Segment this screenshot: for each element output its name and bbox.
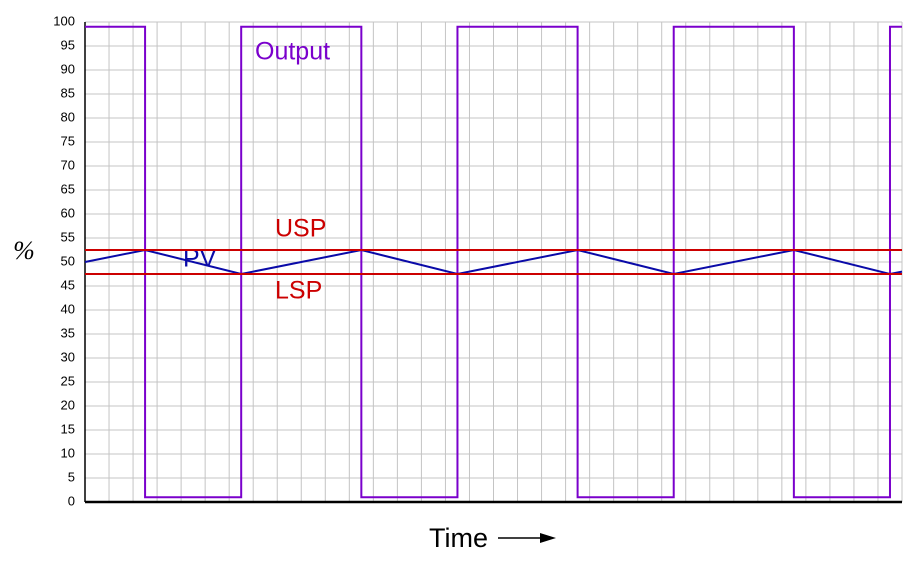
y-tick-label: 0 <box>68 493 75 508</box>
y-tick-label: 55 <box>61 229 75 244</box>
y-tick-label: 50 <box>61 253 75 268</box>
series-label: PV <box>183 245 217 273</box>
x-axis-label: Time <box>429 523 488 553</box>
y-tick-label: 85 <box>61 85 75 100</box>
y-tick-label: 75 <box>61 133 75 148</box>
series-line <box>85 25 902 499</box>
y-tick-label: 25 <box>61 373 75 388</box>
y-tick-label: 15 <box>61 421 75 436</box>
y-tick-label: 60 <box>61 205 75 220</box>
y-tick-label: 10 <box>61 445 75 460</box>
y-tick-label: 40 <box>61 301 75 316</box>
y-tick-label: 95 <box>61 37 75 52</box>
y-axis-label: % <box>13 236 35 265</box>
y-tick-label: 65 <box>61 181 75 196</box>
y-tick-label: 30 <box>61 349 75 364</box>
series-line <box>84 248 903 276</box>
time-arrow <box>498 533 556 543</box>
y-tick-label: 45 <box>61 277 75 292</box>
series-label: LSP <box>275 277 322 305</box>
y-tick-label: 80 <box>61 109 75 124</box>
y-tick-label: 35 <box>61 325 75 340</box>
y-tick-label: 70 <box>61 157 75 172</box>
y-tick-label: 5 <box>68 469 75 484</box>
series-label: USP <box>275 215 326 243</box>
series-label: Output <box>255 38 330 66</box>
y-tick-label: 100 <box>53 13 75 28</box>
y-tick-label: 20 <box>61 397 75 412</box>
y-tick-label: 90 <box>61 61 75 76</box>
